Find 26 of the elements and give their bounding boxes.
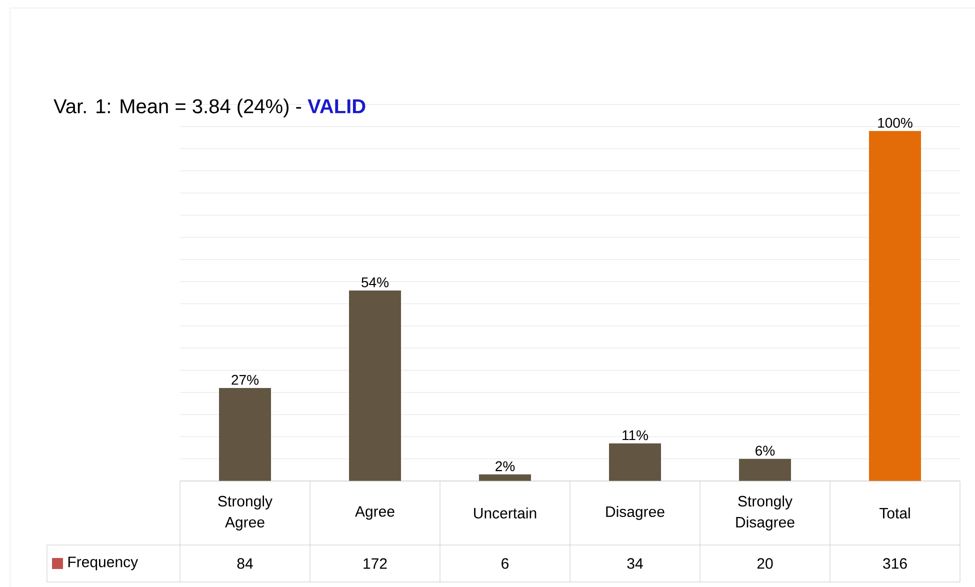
x-tick-label: Strongly Disagree xyxy=(736,496,794,530)
annotation: 11% xyxy=(622,430,648,440)
data-label: 316 xyxy=(883,558,907,569)
annotation: 6% xyxy=(756,446,775,456)
bar xyxy=(739,458,791,481)
text: Frequency xyxy=(68,556,138,570)
data-label: 84 xyxy=(237,558,253,569)
x-tick-label: Disagree xyxy=(606,506,664,520)
bar xyxy=(869,130,921,481)
bar xyxy=(609,443,661,481)
chart-title: Var. 1: Mean = 3.84 (24%) - VALID xyxy=(54,98,366,118)
bar xyxy=(479,474,531,481)
data-label: 6 xyxy=(502,558,509,569)
annotation: 27% xyxy=(232,374,259,385)
data-label: 34 xyxy=(627,558,643,569)
bar xyxy=(349,290,401,481)
data-label: 20 xyxy=(757,558,773,569)
x-tick-label: Strongly Agree xyxy=(218,496,272,530)
annotation: 54% xyxy=(362,277,389,288)
annotation: 2% xyxy=(496,461,515,472)
annotation: 100% xyxy=(878,118,912,128)
data-label: 172 xyxy=(364,558,387,569)
bar xyxy=(219,388,271,481)
x-tick-label: Agree xyxy=(355,506,394,520)
x-tick-label: Total xyxy=(879,507,910,518)
x-tick-label: Uncertain xyxy=(474,507,536,518)
